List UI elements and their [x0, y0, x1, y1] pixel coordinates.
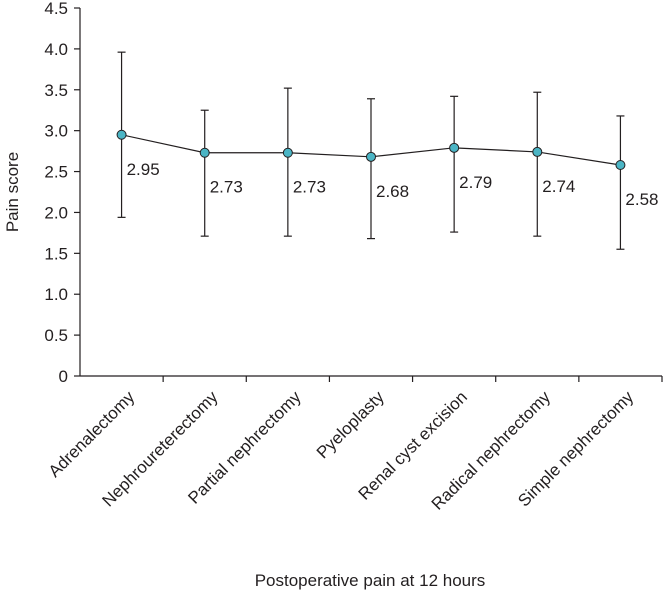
- y-tick-label: 2.5: [44, 163, 68, 182]
- point: [615, 160, 626, 171]
- y-tick-label: 1.5: [44, 244, 68, 263]
- y-tick-label: 4.0: [44, 40, 68, 59]
- point: [116, 129, 127, 140]
- x-tick-label: Pyeloplasty: [313, 387, 388, 462]
- x-axis-title: Postoperative pain at 12 hours: [255, 571, 486, 590]
- point: [449, 142, 460, 153]
- x-tick-label: Adrenalectomy: [45, 387, 139, 481]
- y-tick-label: 0: [59, 367, 68, 386]
- y-tick-label: 4.5: [44, 0, 68, 18]
- data-label: 2.95: [127, 160, 160, 179]
- y-tick-label: 3.0: [44, 122, 68, 141]
- y-axis-title: Pain score: [3, 152, 22, 232]
- point: [366, 151, 376, 162]
- point: [282, 147, 293, 158]
- data-label: 2.68: [376, 182, 409, 201]
- data-label: 2.73: [210, 178, 243, 197]
- data-label: 2.58: [625, 190, 658, 209]
- y-tick-label: 2.0: [44, 203, 68, 222]
- y-tick-label: 3.5: [44, 81, 68, 100]
- y-tick-label: 0.5: [44, 326, 68, 345]
- y-tick-label: 1.0: [44, 285, 68, 304]
- data-label: 2.73: [293, 178, 326, 197]
- data-label: 2.79: [459, 173, 492, 192]
- data-label: 2.74: [542, 177, 575, 196]
- point: [532, 146, 543, 157]
- point: [199, 147, 210, 158]
